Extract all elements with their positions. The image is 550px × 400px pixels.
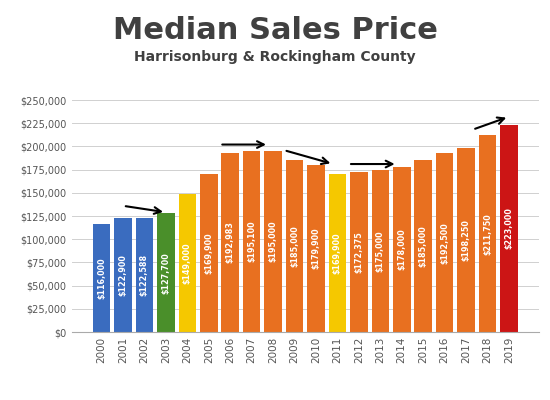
Text: $185,000: $185,000 [419,225,428,267]
Bar [307,165,324,332]
Text: $122,900: $122,900 [118,254,128,296]
Bar [200,174,218,332]
Bar [393,167,410,332]
Bar [243,151,261,332]
Bar [265,151,282,332]
Text: $185,000: $185,000 [290,225,299,267]
Bar [500,125,518,332]
Text: $169,900: $169,900 [204,232,213,274]
Bar [222,153,239,332]
Text: $211,750: $211,750 [483,213,492,255]
Text: $122,588: $122,588 [140,254,149,296]
Text: $198,250: $198,250 [461,219,471,261]
Bar [114,218,132,332]
Bar [371,170,389,332]
Text: $179,900: $179,900 [311,228,321,269]
Bar [350,172,367,332]
Text: Median Sales Price: Median Sales Price [113,16,437,45]
Bar [136,218,153,332]
Bar [179,194,196,332]
Bar [93,224,111,332]
Bar [478,136,496,332]
Text: $223,000: $223,000 [504,208,514,250]
Text: $169,900: $169,900 [333,232,342,274]
Text: $127,700: $127,700 [161,252,170,294]
Bar [414,160,432,332]
Bar [157,214,175,332]
Text: $116,000: $116,000 [97,257,106,299]
Bar [436,153,453,332]
Bar [328,174,346,332]
Text: $175,000: $175,000 [376,230,385,272]
Text: $192,983: $192,983 [226,222,235,263]
Text: $172,375: $172,375 [354,231,364,273]
Text: $149,000: $149,000 [183,242,192,284]
Text: $178,000: $178,000 [397,228,406,270]
Bar [457,148,475,332]
Bar [286,160,303,332]
Text: $195,000: $195,000 [268,221,278,262]
Text: $195,100: $195,100 [247,221,256,262]
Text: $192,500: $192,500 [440,222,449,264]
Text: Harrisonburg & Rockingham County: Harrisonburg & Rockingham County [134,50,416,64]
